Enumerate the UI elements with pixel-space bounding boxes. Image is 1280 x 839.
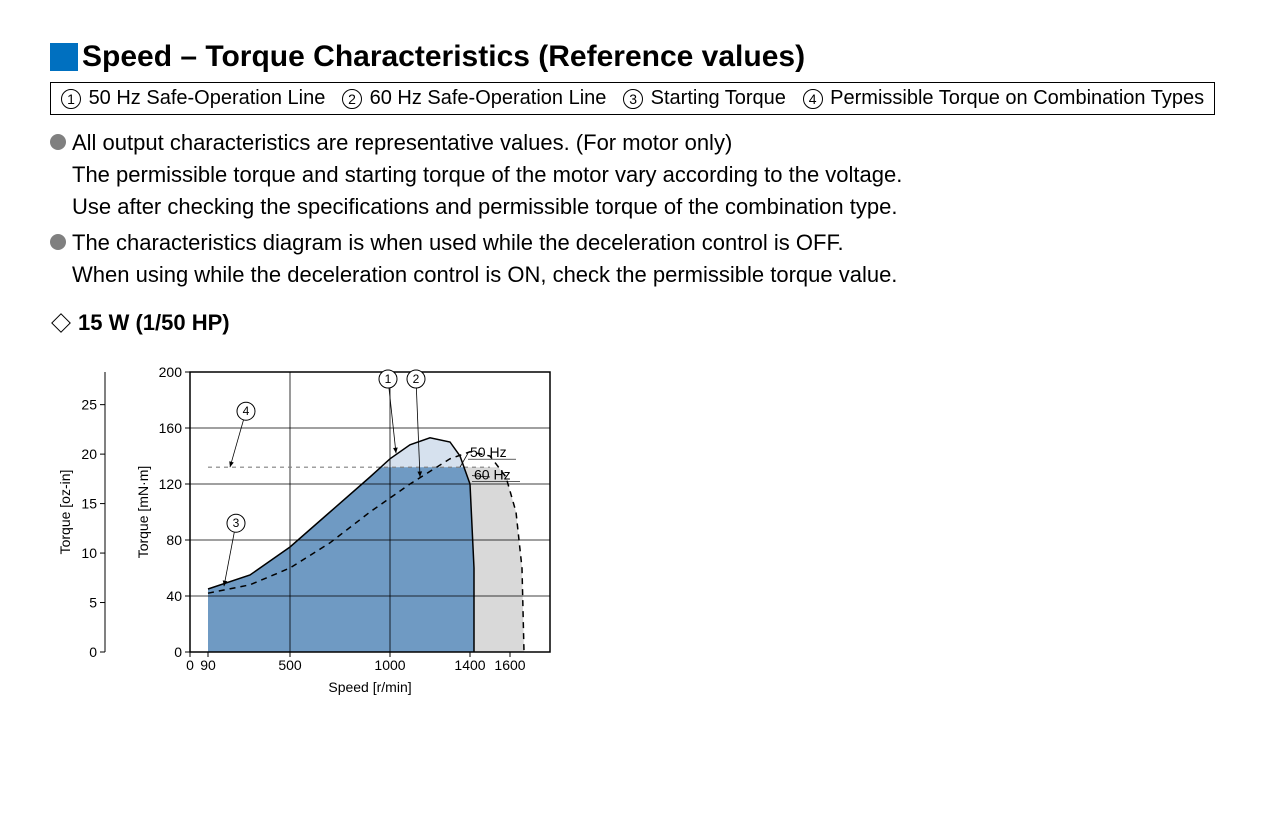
svg-text:200: 200: [159, 364, 183, 380]
svg-text:0: 0: [186, 657, 194, 673]
svg-text:1600: 1600: [494, 657, 525, 673]
bullet-text: The characteristics diagram is when used…: [72, 227, 897, 291]
svg-text:80: 80: [166, 532, 182, 548]
svg-text:20: 20: [81, 447, 97, 463]
bullet-dot-icon: [50, 134, 66, 150]
bullet-text: All output characteristics are represent…: [72, 127, 902, 223]
section-title: Speed – Torque Characteristics (Referenc…: [50, 40, 1230, 74]
legend-num-1: 1: [61, 89, 81, 109]
main-title-text: Speed – Torque Characteristics (Referenc…: [82, 40, 805, 74]
legend-num-2: 2: [342, 89, 362, 109]
svg-text:3: 3: [233, 517, 240, 531]
svg-text:1: 1: [385, 372, 392, 386]
svg-text:4: 4: [243, 405, 250, 419]
legend-label-1: 50 Hz Safe-Operation Line: [89, 87, 326, 109]
svg-text:1400: 1400: [454, 657, 485, 673]
svg-text:0: 0: [89, 644, 97, 660]
svg-text:40: 40: [166, 588, 182, 604]
legend-box: 1 50 Hz Safe-Operation Line 2 60 Hz Safe…: [50, 82, 1215, 115]
legend-label-3: Starting Torque: [651, 87, 786, 109]
bullet-dot-icon: [50, 234, 66, 250]
legend-label-4: Permissible Torque on Combination Types: [830, 87, 1204, 109]
svg-text:25: 25: [81, 397, 97, 413]
chart-title-row: 15 W (1/50 HP): [50, 310, 1230, 336]
legend-label-2: 60 Hz Safe-Operation Line: [370, 87, 607, 109]
svg-text:50 Hz: 50 Hz: [470, 445, 507, 461]
bullet-item: All output characteristics are represent…: [50, 127, 1230, 223]
svg-text:160: 160: [159, 420, 183, 436]
svg-text:10: 10: [81, 546, 97, 562]
blue-square-icon: [50, 43, 78, 71]
svg-text:5: 5: [89, 595, 97, 611]
svg-text:Torque [oz-in]: Torque [oz-in]: [57, 470, 73, 555]
svg-text:0: 0: [174, 644, 182, 660]
svg-text:90: 90: [200, 657, 216, 673]
svg-text:1000: 1000: [374, 657, 405, 673]
svg-text:500: 500: [278, 657, 302, 673]
svg-text:60 Hz: 60 Hz: [474, 467, 511, 483]
chart-svg: 090500100014001600Speed [r/min]040801201…: [50, 342, 640, 722]
bullet-item: The characteristics diagram is when used…: [50, 227, 1230, 291]
svg-text:2: 2: [413, 372, 420, 386]
svg-text:Torque [mN·m]: Torque [mN·m]: [135, 466, 151, 559]
bullet-list: All output characteristics are represent…: [50, 127, 1230, 290]
diamond-icon: [51, 314, 71, 334]
legend-num-3: 3: [623, 89, 643, 109]
svg-text:120: 120: [159, 476, 183, 492]
chart: 090500100014001600Speed [r/min]040801201…: [50, 342, 1230, 727]
legend-num-4: 4: [803, 89, 823, 109]
svg-text:15: 15: [81, 496, 97, 512]
svg-text:Speed [r/min]: Speed [r/min]: [328, 679, 411, 695]
chart-title: 15 W (1/50 HP): [78, 310, 230, 336]
